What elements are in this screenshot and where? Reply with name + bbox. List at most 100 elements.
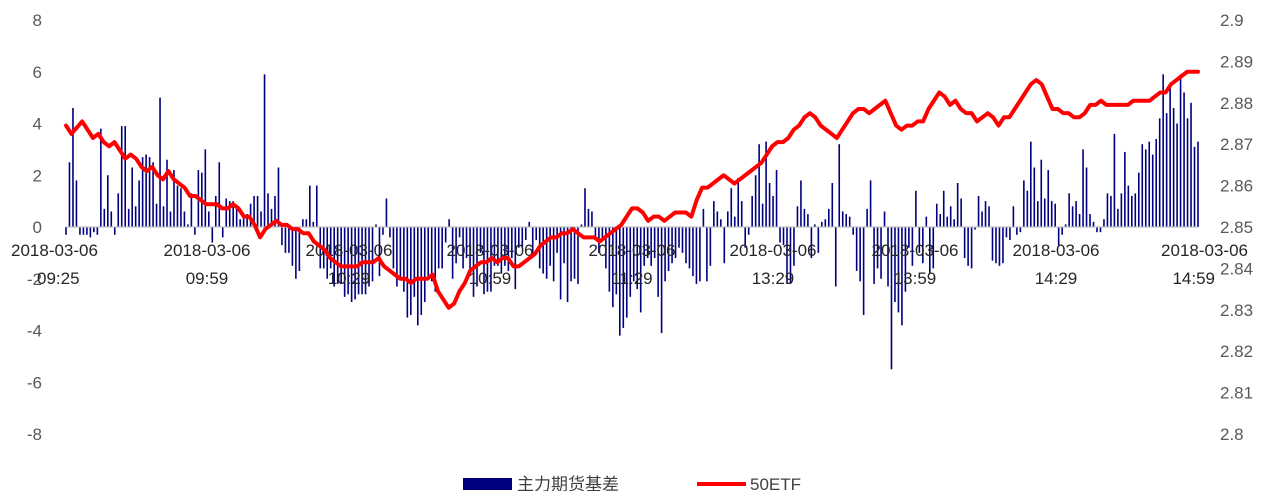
basis-bar — [1137, 172, 1140, 227]
y-left-tick-label: -6 — [27, 373, 42, 392]
x-tick-time: 09:59 — [186, 269, 229, 288]
basis-bar — [1197, 141, 1199, 227]
basis-bar — [1183, 92, 1185, 227]
basis-bar — [504, 227, 506, 266]
basis-bar — [632, 227, 635, 282]
x-tick-date: 2018-03-06 — [164, 241, 251, 260]
basis-bar — [929, 227, 931, 274]
basis-bar — [1190, 102, 1192, 227]
basis-bar — [636, 227, 639, 290]
basis-bar — [239, 219, 241, 227]
basis-bar — [396, 227, 398, 287]
x-tick-time: 10:59 — [469, 269, 512, 288]
basis-bar — [601, 227, 604, 240]
basis-bar — [336, 227, 339, 284]
basis-bar — [155, 203, 158, 227]
legend: 主力期货基差 50ETF — [463, 475, 801, 494]
basis-bar — [946, 216, 949, 227]
basis-bar — [1179, 74, 1182, 227]
basis-bar — [981, 211, 983, 227]
basis-bar — [545, 227, 548, 279]
basis-bar — [263, 74, 266, 227]
basis-bar — [305, 219, 308, 227]
basis-bar — [242, 214, 245, 227]
basis-bar — [1110, 195, 1112, 227]
tick-labels: 8 6 4 2 0 -2 -4 -6 -8 2.9 2.89 2.88 2.87 2.86 2.85 2.84… — [11, 11, 1253, 444]
basis-bar — [72, 107, 74, 227]
etf-series-line — [64, 69, 1200, 310]
basis-bar — [180, 188, 182, 227]
x-tick-date: 2018-03-06 — [447, 241, 534, 260]
basis-bar — [267, 193, 269, 227]
x-tick-time: 14:59 — [1172, 269, 1215, 288]
basis-bar — [608, 227, 611, 292]
legend-item-basis: 主力期货基差 — [463, 475, 619, 494]
basis-bar — [514, 227, 517, 290]
basis-bar — [281, 227, 283, 246]
legend-swatch-basis — [463, 478, 512, 490]
basis-bar — [465, 227, 468, 259]
basis-bar — [699, 227, 701, 282]
x-tick-time: 10:29 — [328, 269, 371, 288]
basis-bar — [469, 227, 471, 277]
basis-bar — [169, 211, 172, 227]
y-right-tick-label: 2.87 — [1220, 135, 1253, 154]
basis-bar — [716, 211, 719, 227]
basis-bar — [740, 201, 743, 228]
basis-bar — [702, 208, 705, 227]
basis-bar — [643, 227, 645, 266]
basis-bar — [451, 227, 454, 279]
basis-bar — [963, 227, 966, 259]
basis-bar — [1054, 203, 1056, 227]
basis-bar — [852, 227, 854, 235]
basis-bar — [761, 203, 764, 227]
basis-bar — [660, 227, 663, 334]
basis-bar — [107, 175, 109, 227]
basis-bar — [1026, 190, 1029, 227]
basis-bar — [1155, 139, 1157, 227]
basis-bar — [1148, 141, 1151, 227]
basis-bar — [789, 227, 792, 284]
basis-bar — [998, 227, 1001, 266]
basis-bar — [120, 126, 123, 227]
basis-bar — [622, 227, 625, 328]
basis-bar — [131, 167, 133, 227]
basis-bar — [430, 227, 433, 282]
basis-bar — [1016, 227, 1018, 235]
basis-bar — [821, 221, 823, 227]
basis-bar — [298, 227, 301, 271]
basis-bar — [134, 206, 137, 227]
basis-bar — [935, 203, 938, 227]
basis-bar — [639, 227, 642, 313]
basis-bar — [754, 175, 757, 227]
basis-bar — [253, 195, 255, 227]
basis-bar — [793, 227, 795, 266]
basis-bar — [653, 227, 656, 259]
basis-bar — [173, 170, 175, 227]
basis-bar — [890, 227, 893, 370]
basis-bar — [235, 206, 238, 227]
basis-bar — [162, 206, 165, 227]
basis-bar — [399, 227, 402, 279]
basis-bar — [1089, 214, 1091, 227]
basis-bar — [674, 227, 677, 259]
basis-bar — [1092, 221, 1095, 227]
basis-bar — [949, 206, 952, 227]
basis-bar — [765, 141, 767, 227]
basis-bar — [1165, 113, 1168, 227]
basis-bar — [573, 227, 576, 279]
basis-bar — [720, 219, 722, 227]
basis-bar — [901, 227, 903, 326]
basis-bar — [1176, 123, 1178, 227]
y-right-tick-label: 2.81 — [1220, 384, 1253, 403]
x-tick-date: 2018-03-06 — [1013, 241, 1100, 260]
basis-bar — [117, 193, 120, 227]
basis-bar — [838, 144, 841, 227]
basis-bar — [385, 198, 388, 227]
basis-bar — [378, 227, 381, 277]
basis-bar — [218, 162, 221, 227]
basis-bar — [566, 227, 569, 303]
basis-bar — [737, 177, 740, 227]
basis-bar — [810, 227, 813, 259]
